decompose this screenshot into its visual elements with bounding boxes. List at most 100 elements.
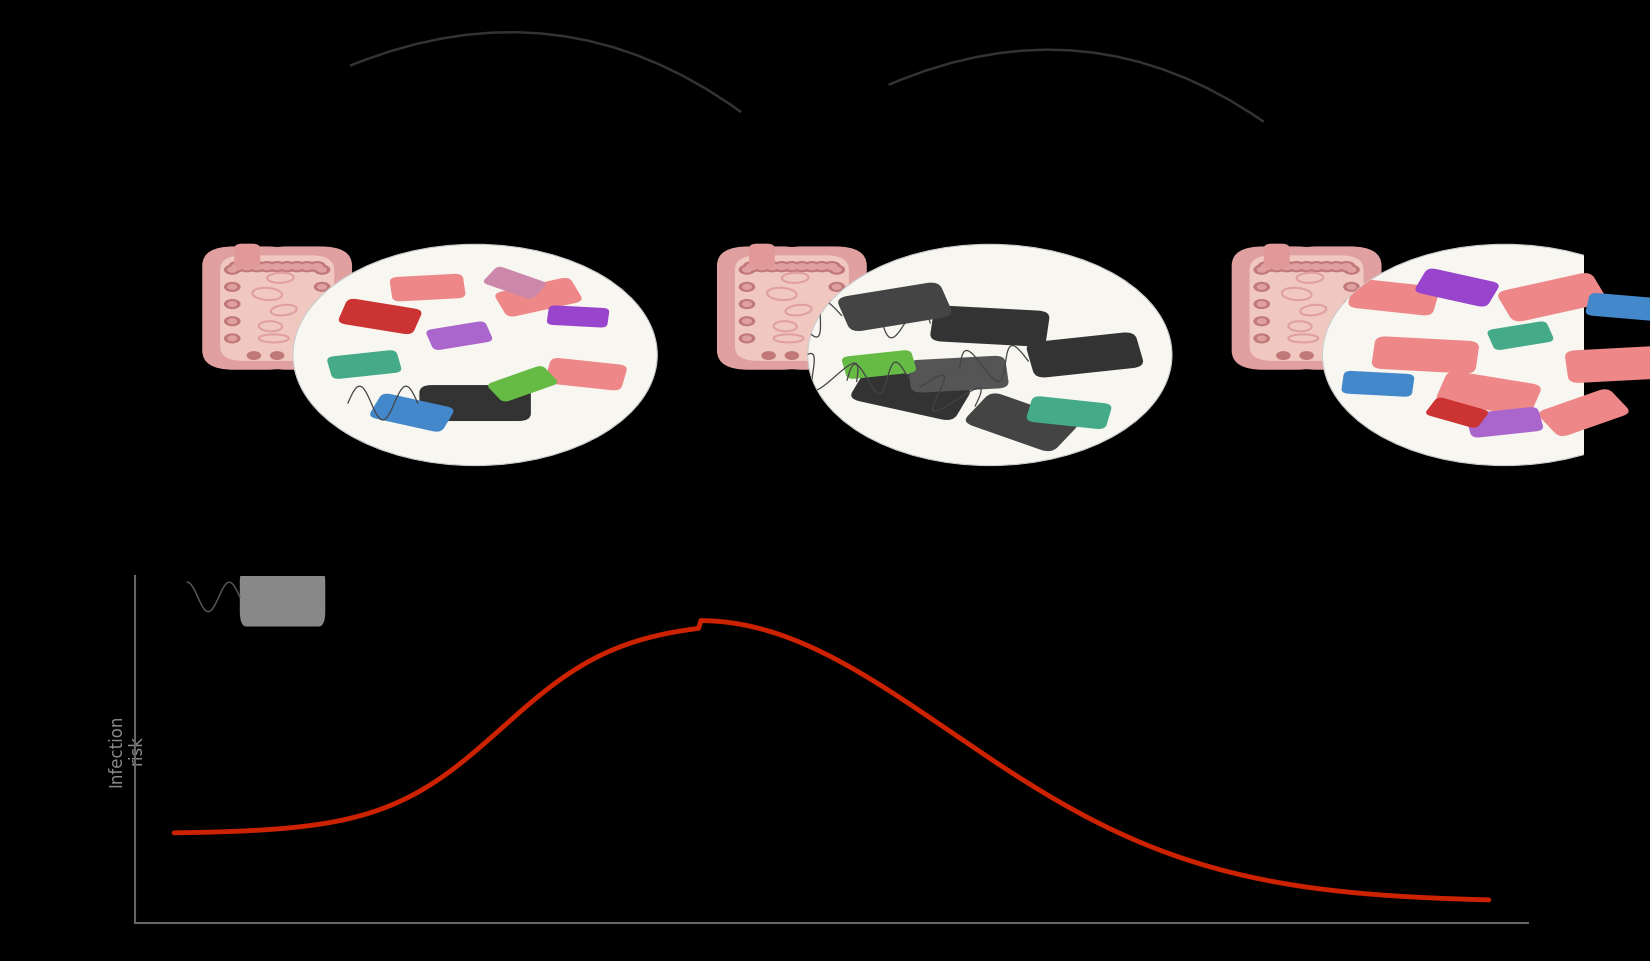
Circle shape [1297, 261, 1317, 273]
Circle shape [1346, 267, 1356, 274]
FancyBboxPatch shape [728, 259, 772, 360]
Circle shape [1346, 302, 1356, 308]
Circle shape [294, 352, 309, 360]
Circle shape [742, 336, 752, 342]
Circle shape [1343, 334, 1360, 344]
Circle shape [1287, 261, 1305, 273]
Circle shape [261, 263, 274, 271]
Circle shape [742, 319, 752, 325]
Circle shape [828, 334, 845, 344]
FancyBboxPatch shape [1467, 407, 1543, 438]
Circle shape [1254, 300, 1270, 309]
Circle shape [739, 300, 756, 309]
FancyBboxPatch shape [544, 358, 627, 391]
Circle shape [812, 261, 832, 273]
FancyBboxPatch shape [1026, 397, 1112, 430]
Circle shape [832, 284, 842, 290]
Circle shape [1257, 284, 1267, 290]
Circle shape [1257, 336, 1267, 342]
Circle shape [317, 319, 327, 325]
FancyBboxPatch shape [1341, 372, 1414, 397]
Circle shape [228, 302, 238, 308]
FancyBboxPatch shape [1264, 244, 1290, 269]
Circle shape [1346, 284, 1356, 290]
FancyBboxPatch shape [851, 367, 970, 421]
FancyBboxPatch shape [965, 394, 1077, 452]
Circle shape [297, 261, 317, 273]
Circle shape [1300, 263, 1313, 271]
Circle shape [271, 352, 284, 360]
FancyBboxPatch shape [546, 307, 609, 328]
FancyBboxPatch shape [483, 267, 546, 300]
FancyBboxPatch shape [1026, 333, 1143, 378]
Circle shape [1346, 319, 1356, 325]
Circle shape [1310, 263, 1323, 271]
Circle shape [1261, 263, 1272, 271]
Circle shape [224, 334, 241, 344]
FancyBboxPatch shape [488, 367, 558, 402]
Circle shape [739, 317, 756, 327]
Circle shape [1340, 263, 1353, 271]
Circle shape [317, 302, 327, 308]
Circle shape [271, 263, 284, 271]
Circle shape [1270, 263, 1282, 271]
FancyBboxPatch shape [749, 244, 776, 269]
FancyBboxPatch shape [1487, 322, 1553, 351]
Circle shape [825, 263, 838, 271]
FancyArrowPatch shape [889, 51, 1262, 122]
Circle shape [808, 245, 1172, 466]
Circle shape [742, 302, 752, 308]
FancyBboxPatch shape [771, 247, 866, 370]
FancyBboxPatch shape [1426, 398, 1488, 429]
Circle shape [1254, 265, 1270, 276]
Circle shape [784, 352, 799, 360]
Circle shape [267, 261, 287, 273]
Circle shape [1257, 302, 1267, 308]
Circle shape [1323, 352, 1337, 360]
Circle shape [294, 245, 657, 466]
Circle shape [317, 267, 327, 274]
FancyBboxPatch shape [718, 247, 813, 370]
Circle shape [246, 352, 261, 360]
Ellipse shape [1267, 338, 1346, 364]
Circle shape [238, 261, 256, 273]
Circle shape [1327, 261, 1346, 273]
Circle shape [1277, 261, 1295, 273]
Circle shape [828, 300, 845, 309]
FancyBboxPatch shape [419, 385, 531, 422]
Circle shape [1343, 283, 1360, 293]
Circle shape [1257, 267, 1267, 274]
Circle shape [317, 336, 327, 342]
Circle shape [280, 263, 294, 271]
Circle shape [1257, 319, 1267, 325]
Circle shape [314, 283, 330, 293]
Ellipse shape [244, 337, 310, 357]
FancyBboxPatch shape [1371, 337, 1478, 374]
Circle shape [241, 263, 252, 271]
Circle shape [761, 352, 776, 360]
Circle shape [832, 319, 842, 325]
Circle shape [228, 319, 238, 325]
FancyBboxPatch shape [1566, 347, 1650, 383]
Circle shape [808, 352, 822, 360]
Circle shape [782, 261, 802, 273]
Circle shape [224, 300, 241, 309]
FancyBboxPatch shape [1231, 247, 1328, 370]
Circle shape [1254, 334, 1270, 344]
Circle shape [1322, 245, 1650, 466]
Circle shape [762, 261, 780, 273]
Circle shape [317, 284, 327, 290]
Circle shape [828, 265, 845, 276]
Circle shape [1267, 261, 1285, 273]
Circle shape [815, 263, 828, 271]
Circle shape [228, 261, 246, 273]
Circle shape [739, 334, 756, 344]
FancyBboxPatch shape [426, 322, 492, 351]
FancyBboxPatch shape [327, 351, 401, 380]
Circle shape [314, 334, 330, 344]
Circle shape [792, 261, 812, 273]
Circle shape [314, 300, 330, 309]
FancyBboxPatch shape [810, 259, 856, 360]
FancyBboxPatch shape [1416, 269, 1498, 308]
Circle shape [805, 263, 818, 271]
